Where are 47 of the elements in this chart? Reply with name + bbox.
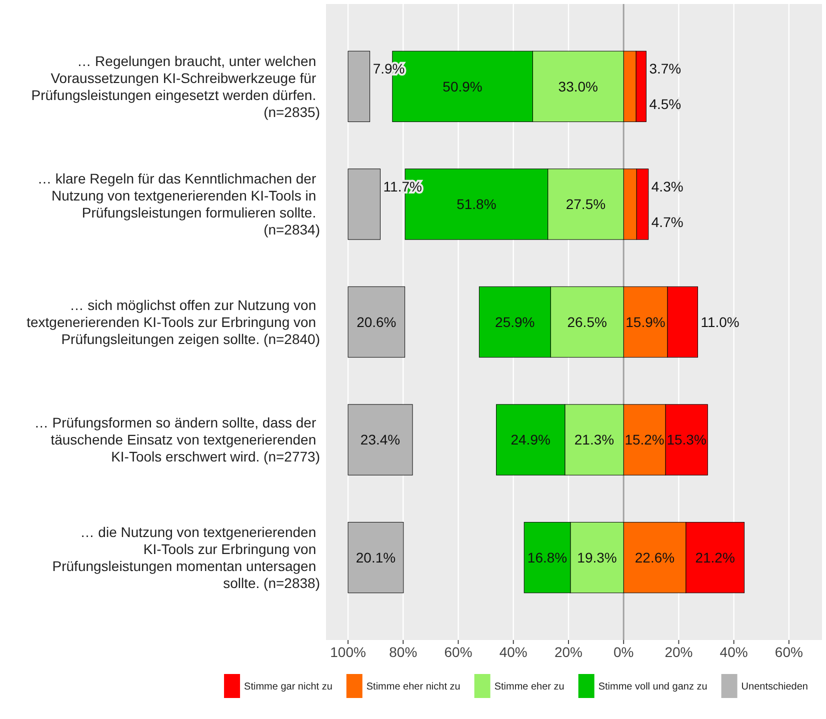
bar xyxy=(348,50,370,122)
x-tick-label: 40% xyxy=(499,644,528,660)
data-label: 19.3% xyxy=(577,549,617,566)
y-tick-label: … die Nutzung von textgenerierenden KI-Tools zur Erbringung von Prüfungsleistungen momentan untersagen sollte. (n=2838) xyxy=(52,524,320,591)
data-label: 25.9% xyxy=(495,314,535,330)
legend-label: Stimme voll und ganz zu xyxy=(598,682,708,692)
data-label: 3.7% xyxy=(649,60,682,77)
data-label: 27.5% xyxy=(566,196,606,212)
data-label: 11.0% xyxy=(700,314,740,330)
data-label: 20.6% xyxy=(356,314,396,330)
data-label: 22.6% xyxy=(634,549,675,566)
data-label: 26.5% xyxy=(567,314,607,330)
data-label: 20.1% xyxy=(356,549,396,566)
data-label: 4.7% xyxy=(651,214,684,230)
legend-label: Stimme gar nicht zu xyxy=(244,682,332,692)
bar xyxy=(348,404,413,476)
data-label: 50.9% xyxy=(442,78,482,94)
y-tick-label: … klare Regeln für das Kenntlichmachen der Nutzung von textgenerierenden KI-Tools in Prüfungsleistungen formulieren sollte. (n=2834) xyxy=(38,170,320,238)
y-tick-label: … Prüfungsformen so ändern sollte, dass der täuschende Einsatz von textgenerierenden KI-Tools erschwert wird. (n=2773) xyxy=(34,414,320,465)
data-label: 24.9% xyxy=(510,432,550,448)
data-label: 4.3% xyxy=(651,178,684,194)
data-label: 16.8% xyxy=(527,549,568,566)
legend-label: Stimme eher zu xyxy=(494,682,564,692)
data-label: 15.3% xyxy=(666,432,706,448)
bar xyxy=(348,286,406,358)
data-label: 21.3% xyxy=(574,432,614,448)
legend-label: Stimme eher nicht zu xyxy=(366,682,460,692)
x-tick-label: 20% xyxy=(664,644,693,660)
x-tick-label: 100% xyxy=(330,644,366,660)
data-label: 4.5% xyxy=(649,96,682,112)
x-tick-label: 0% xyxy=(613,644,634,660)
bar xyxy=(348,168,381,240)
x-tick-label: 20% xyxy=(554,644,583,660)
x-tick-label: 40% xyxy=(720,644,748,660)
data-label: 51.8% xyxy=(456,196,496,212)
data-label: 23.4% xyxy=(360,432,400,448)
data-label: 15.2% xyxy=(624,432,664,448)
x-tick-label: 60% xyxy=(774,644,803,660)
data-label: 33.0% xyxy=(558,78,598,94)
x-tick-label: 60% xyxy=(444,644,472,660)
y-tick-label: … sich möglichst offen zur Nutzung von textgenerierenden KI-Tools zur Erbringung von Prüfungsleitungen zeigen sollte. (n=2840) xyxy=(26,296,320,347)
legend-label: Unentschieden xyxy=(741,682,808,692)
data-label: 21.2% xyxy=(695,549,735,566)
data-label: 15.9% xyxy=(626,314,666,330)
x-tick-label: 80% xyxy=(389,644,418,660)
y-tick-label: … Regelungen braucht, unter welchen Voraussetzungen KI-Schreibwerkzeuge für Prüfungsleistungen eingesetzt werden dürfen. (n=2835) xyxy=(31,52,320,120)
bar xyxy=(348,522,404,594)
